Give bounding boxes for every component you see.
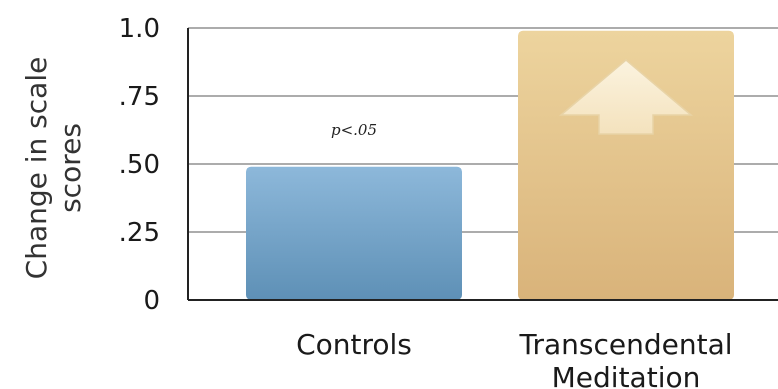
bar-controls — [246, 166, 462, 300]
bar-transcendental-meditation — [518, 30, 734, 300]
y-axis-label-line-2: scores — [54, 123, 87, 213]
up-arrow-icon — [558, 59, 694, 135]
y-tick-label: .50 — [119, 150, 160, 180]
y-axis-label-line-1: Change in scale — [20, 57, 53, 280]
y-tick-label: .25 — [119, 218, 160, 248]
significance-annotation: p<.05 — [331, 121, 377, 139]
y-axis-ticks: 1.0 .75 .50 .25 0 — [119, 14, 160, 316]
y-tick-label: 1.0 — [119, 14, 160, 44]
bars — [246, 30, 734, 300]
category-label: Meditation — [552, 361, 701, 389]
y-tick-label: .75 — [119, 82, 160, 112]
category-label: Controls — [296, 328, 412, 361]
y-tick-label: 0 — [143, 286, 160, 316]
category-label: Transcendental — [518, 328, 732, 361]
